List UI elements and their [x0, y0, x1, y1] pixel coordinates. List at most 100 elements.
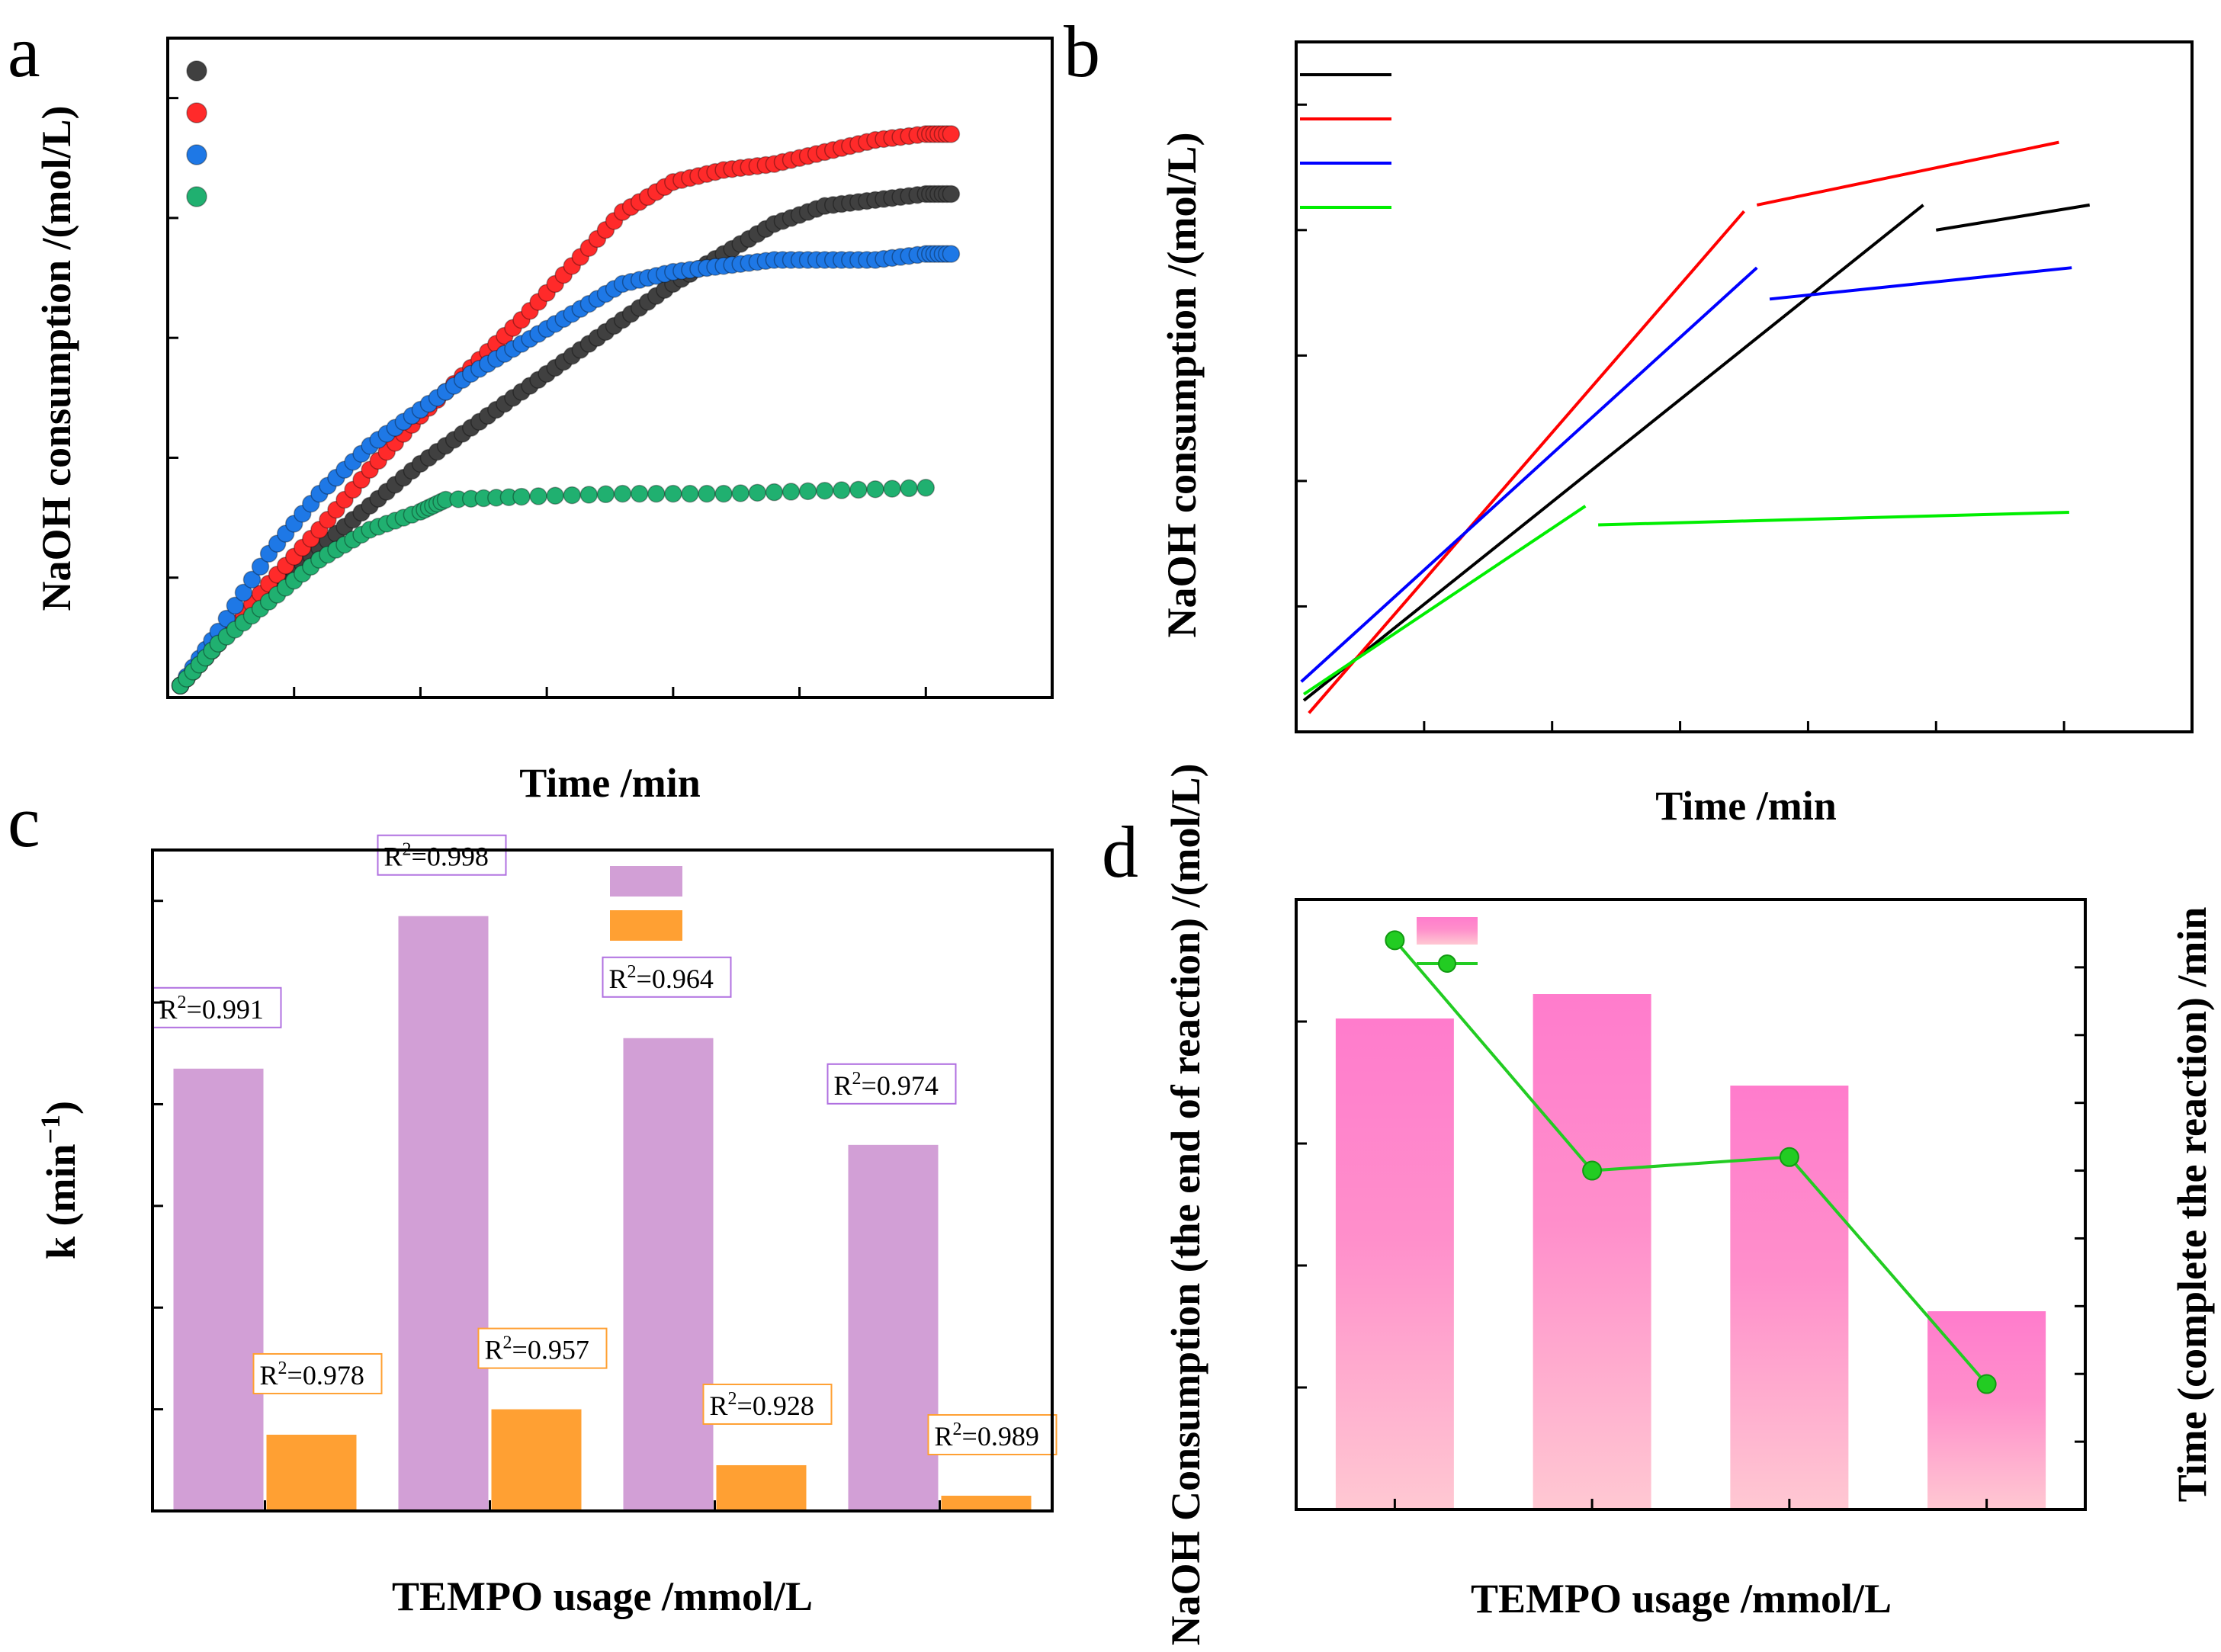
a-point: [226, 596, 245, 615]
c-bar-primary: [848, 1144, 939, 1511]
panel-d-xlabel: TEMPO usage /mmol/L: [1471, 1576, 1892, 1622]
panel-b-chart: Time /min NaOH consumption /(mol/L): [1159, 40, 2194, 829]
c-r2-label: R2=0.974: [834, 1069, 939, 1101]
c-r2-label: R2=0.998: [384, 840, 489, 872]
panel-a-xlabel: Time /min: [519, 760, 701, 806]
panel-c-chart: R2=0.991 R2=0.978 R2=0.998 R2=0.957 R2=0.964…: [35, 834, 1058, 1619]
c-r2-label: R2=0.964: [609, 962, 714, 994]
panel-b-plot-frame: [1295, 40, 2194, 733]
a-point: [613, 484, 632, 503]
a-legend-marker: [186, 60, 207, 82]
a-point: [681, 484, 699, 503]
panel-d-y2label: Time (complete the reaction) /min: [2169, 907, 2215, 1503]
c-bar-primary: [398, 916, 489, 1511]
b-series-line: [1769, 266, 2072, 301]
panel-d-ylabel: NaOH Consumption (the end of reaction) /…: [1163, 764, 1208, 1646]
d-bar: [1533, 994, 1651, 1509]
c-r2-box: [152, 986, 282, 1028]
c-legend-swatch: [610, 866, 682, 897]
a-point: [815, 481, 834, 500]
b-series-line: [1300, 266, 1758, 683]
a-point: [596, 485, 615, 504]
panel-a-ylabel: NaOH consumption /(mol/L): [34, 105, 79, 611]
a-legend-marker: [186, 102, 207, 123]
a-point: [242, 570, 262, 589]
c-bar-secondary: [716, 1464, 807, 1511]
d-time-point: [1976, 1374, 1997, 1394]
d-time-point: [1385, 930, 1405, 951]
b-series-line: [1302, 204, 1924, 702]
a-legend-marker: [186, 144, 207, 165]
a-point: [234, 583, 253, 602]
panel-label-d: d: [1102, 811, 1138, 893]
c-r2-box: [927, 1413, 1058, 1455]
a-legend-marker: [186, 186, 207, 207]
c-r2-box: [377, 834, 507, 876]
a-point: [765, 483, 784, 502]
c-r2-box: [702, 1383, 833, 1425]
a-point: [883, 480, 901, 498]
a-point: [798, 482, 817, 501]
panel-c-plot-frame: [151, 848, 1054, 1512]
panel-d-chart: TEMPO usage /mmol/L NaOH Consumption (th…: [1163, 764, 2215, 1646]
a-point: [782, 483, 801, 501]
a-point: [714, 484, 733, 503]
a-point: [664, 484, 682, 503]
d-bar: [1927, 1311, 2046, 1509]
c-r2-label: R2=0.957: [485, 1333, 589, 1365]
c-bar-primary: [173, 1068, 264, 1511]
panel-a-chart: Time /min NaOH consumption /(mol/L): [34, 37, 1054, 806]
c-r2-box: [826, 1063, 957, 1105]
a-point: [630, 484, 649, 503]
a-point: [866, 480, 884, 499]
b-series-line: [1308, 210, 1746, 714]
d-time-line: [1393, 939, 1988, 1385]
a-point: [942, 184, 961, 204]
a-point: [529, 487, 547, 505]
d-time-point: [1582, 1160, 1603, 1181]
a-point: [942, 125, 961, 143]
c-bar-secondary: [941, 1495, 1032, 1511]
a-point: [849, 480, 868, 499]
a-point: [546, 486, 564, 505]
a-point: [647, 484, 666, 503]
panel-label-c: c: [8, 781, 40, 862]
b-series-line: [1756, 140, 2059, 207]
a-point: [900, 479, 918, 498]
panel-label-b: b: [1064, 11, 1100, 92]
c-r2-label: R2=0.978: [260, 1358, 364, 1391]
a-point: [698, 484, 716, 503]
a-point: [251, 557, 270, 576]
d-legend-marker: [1438, 954, 1456, 973]
a-point: [579, 486, 599, 504]
b-series-line: [1935, 203, 2091, 232]
c-bar-secondary: [266, 1434, 357, 1511]
a-point: [833, 481, 851, 499]
c-r2-box: [602, 956, 732, 998]
panel-label-a: a: [8, 11, 40, 92]
panel-b-xlabel: Time /min: [1655, 783, 1837, 829]
panel-c-ylabel: k (min−1): [35, 1101, 84, 1259]
a-point: [748, 483, 767, 502]
panel-a-plot-frame: [166, 37, 1054, 699]
a-point: [942, 245, 961, 263]
c-legend-swatch: [610, 910, 682, 941]
b-series-line: [1598, 511, 2069, 527]
d-bar: [1335, 1018, 1454, 1509]
c-bar-secondary: [491, 1409, 582, 1511]
panel-d-plot-frame: [1295, 898, 2087, 1511]
b-series-line: [1302, 505, 1587, 696]
panel-c-xlabel: TEMPO usage /mmol/L: [392, 1573, 813, 1619]
a-point: [512, 487, 531, 506]
c-bar-primary: [623, 1038, 714, 1511]
a-point: [563, 486, 582, 505]
panel-b-ylabel: NaOH consumption /(mol/L): [1159, 132, 1205, 637]
c-r2-box: [477, 1327, 608, 1369]
a-point: [731, 484, 749, 502]
d-time-point: [1779, 1147, 1799, 1167]
a-point: [916, 479, 936, 497]
d-legend-swatch: [1417, 917, 1478, 945]
c-r2-label: R2=0.991: [159, 993, 264, 1025]
c-r2-label: R2=0.928: [710, 1389, 814, 1421]
